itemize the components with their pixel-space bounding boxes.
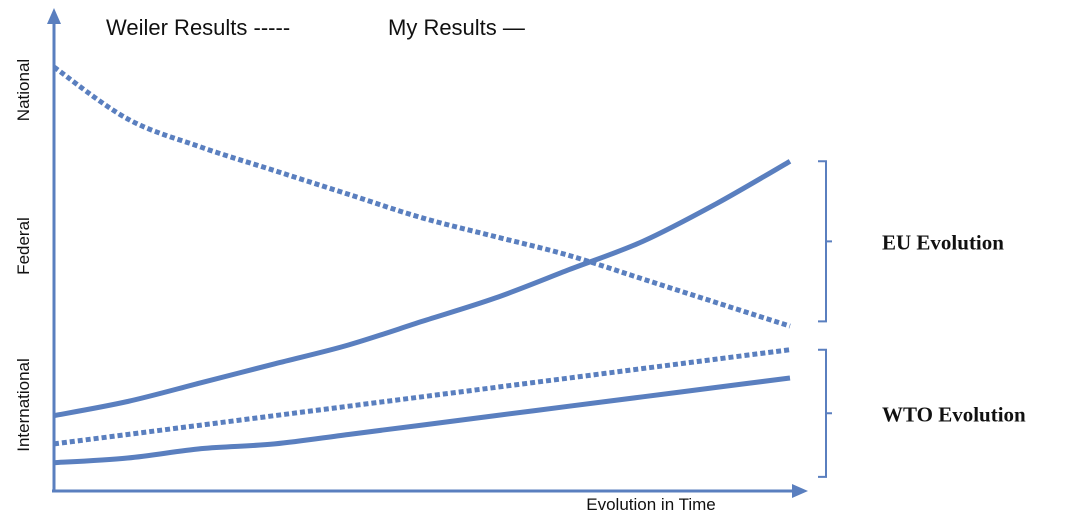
y-tick-label-federal: Federal <box>14 217 33 275</box>
y-tick-label-international: International <box>14 358 33 452</box>
series-line-wto-evolution-solid <box>53 375 791 466</box>
y-tick-label-national: National <box>14 59 33 121</box>
x-axis-label: Evolution in Time <box>586 495 715 513</box>
bracket-eu-evolution <box>818 160 832 323</box>
series-line-wto-evolution-dashed <box>53 347 791 447</box>
bracket-wto-evolution <box>818 348 832 478</box>
legend-solid-label: My Results — <box>388 15 525 40</box>
y-axis-arrow <box>47 8 61 24</box>
x-axis-arrow <box>792 484 808 498</box>
series-layer <box>52 65 792 466</box>
series-line-eu-evolution-solid <box>53 159 792 419</box>
bracket-label-wto-evolution: WTO Evolution <box>882 402 1026 426</box>
legend-dashed-label: Weiler Results ----- <box>106 15 290 40</box>
bracket-layer: EU Evolution WTO Evolution <box>818 160 1026 478</box>
series-line-eu-evolution-dashed <box>52 65 791 329</box>
bracket-label-eu-evolution: EU Evolution <box>882 230 1004 254</box>
